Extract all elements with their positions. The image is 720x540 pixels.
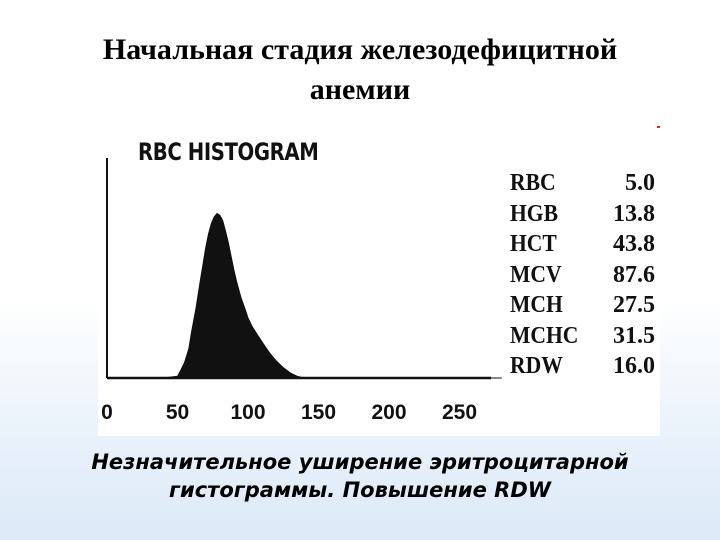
parameter-name: RDW [510, 353, 563, 379]
slide-title: Начальная стадия железодефицитной анемии [0, 30, 720, 110]
parameter-value: 13.8 [613, 200, 655, 227]
x-tick-label: 100 [230, 401, 265, 424]
slide-caption: Незначительное уширение эритроцитарной г… [0, 448, 720, 504]
parameter-value: 31.5 [613, 322, 655, 349]
parameter-name: MCV [510, 261, 562, 288]
parameter-name: HGB [510, 200, 559, 227]
parameter-row-mchc: MCHC 31.5 [510, 321, 655, 352]
parameter-name: RBC [510, 170, 556, 196]
parameter-value: 87.6 [613, 261, 655, 288]
parameter-name: MCH [510, 292, 563, 318]
parameter-value: 43.8 [613, 231, 655, 257]
x-tick-label: 150 [301, 401, 336, 424]
parameter-value: 16.0 [613, 353, 655, 379]
parameter-value: 5.0 [625, 170, 655, 196]
parameter-name: MCHC [510, 322, 579, 349]
x-tick-label: 200 [371, 401, 406, 424]
x-tick-label: 50 [166, 401, 189, 424]
chart-title: RBC HISTOGRAM [138, 138, 319, 166]
parameter-row-hgb: HGB 13.8 [510, 199, 655, 230]
parameter-row-rbc: RBC 5.0 [510, 168, 655, 199]
parameter-value: 27.5 [613, 292, 655, 318]
parameter-name: HCT [510, 231, 557, 257]
histogram-chart: 0 50 100 150 200 250 [101, 158, 502, 424]
parameter-row-mcv: MCV 87.6 [510, 260, 655, 291]
parameter-row-mch: MCH 27.5 [510, 290, 655, 321]
parameter-table: RBC 5.0 HGB 13.8 HCT 43.8 MCV 87.6 MCH 27.5 MCHC 31… [510, 168, 655, 382]
caption-line2: гистограммы. Повышение RDW [169, 478, 551, 502]
slide-title-line2: анемии [309, 73, 411, 106]
caption-line1: Незначительное уширение эритроцитарной [91, 450, 629, 474]
slide-title-line1: Начальная стадия железодефицитной [102, 33, 618, 66]
histogram-area [107, 212, 502, 379]
parameter-row-hct: HCT 43.8 [510, 229, 655, 260]
histogram-figure: 0 50 100 150 200 250 RBC HISTOGRAM RBC 5.0 HGB 1… [98, 128, 660, 436]
parameter-row-rdw: RDW 16.0 [510, 351, 655, 382]
decorative-mark [657, 126, 660, 128]
x-tick-label: 250 [442, 401, 477, 424]
x-tick-label: 0 [101, 401, 113, 424]
